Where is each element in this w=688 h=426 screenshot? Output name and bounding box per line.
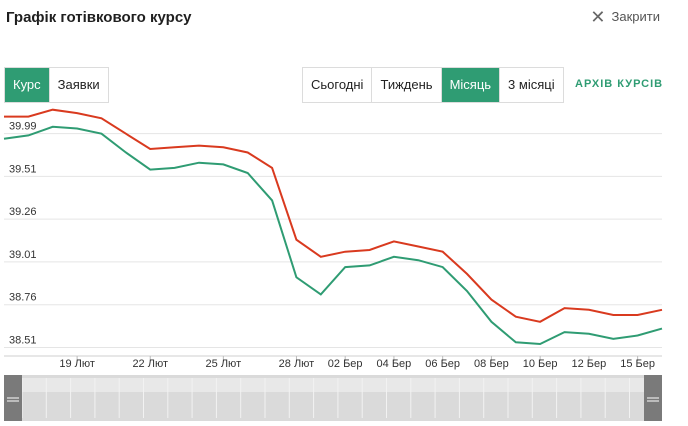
y-tick-label: 38.76	[9, 292, 37, 304]
tab-month[interactable]: Місяць	[441, 68, 501, 102]
x-tick-label: 19 Лют	[59, 358, 95, 370]
y-tick-label: 39.01	[9, 249, 37, 261]
x-tick-label: 10 Бер	[523, 358, 558, 370]
close-icon: ✕	[590, 6, 606, 27]
tab-today[interactable]: Сьогодні	[303, 68, 373, 102]
series-line-red	[4, 108, 663, 323]
series-line-green	[3, 125, 663, 346]
y-tick-label: 39.26	[9, 206, 37, 218]
y-tick-label: 39.99	[9, 121, 37, 133]
tab-week[interactable]: Тиждень	[372, 68, 442, 102]
navigator-mini-chart	[22, 378, 644, 392]
page-title: Графік готівкового курсу	[6, 9, 192, 26]
close-button[interactable]: ✕ Закрити	[590, 6, 660, 27]
y-tick-label: 39.51	[9, 163, 37, 175]
x-tick-label: 02 Бер	[328, 358, 363, 370]
y-tick-label: 38.51	[9, 334, 37, 346]
x-tick-label: 22 Лют	[132, 358, 168, 370]
x-tick-label: 04 Бер	[377, 358, 412, 370]
x-tick-label: 15 Бер	[620, 358, 655, 370]
x-tick-label: 28 Лют	[279, 358, 315, 370]
x-tick-label: 12 Бер	[572, 358, 607, 370]
mode-tabs: Курс Заявки	[4, 67, 109, 103]
range-navigator[interactable]	[4, 375, 662, 421]
tab-rate[interactable]: Курс	[5, 68, 50, 102]
close-label: Закрити	[611, 9, 660, 24]
x-tick-label: 08 Бер	[474, 358, 509, 370]
x-tick-label: 25 Лют	[206, 358, 242, 370]
x-tick-label: 06 Бер	[425, 358, 460, 370]
archive-link[interactable]: АРХІВ КУРСІВ	[575, 78, 664, 90]
tab-3-months[interactable]: 3 місяці	[500, 68, 563, 102]
tab-orders[interactable]: Заявки	[49, 68, 108, 102]
period-tabs: Сьогодні Тиждень Місяць 3 місяці	[302, 67, 564, 103]
